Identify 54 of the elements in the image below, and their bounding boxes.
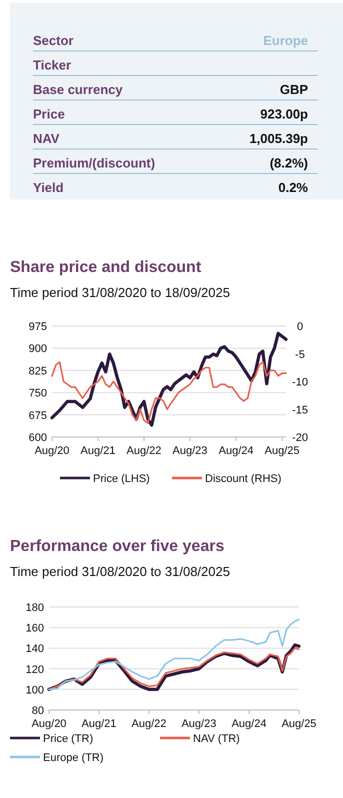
y-tick-label: 675	[28, 410, 47, 422]
x-tick-label: Aug/21	[80, 445, 116, 457]
category-label: NAV	[33, 131, 60, 146]
legend-label: Europe (TR)	[43, 752, 104, 764]
y-tick-label: 975	[28, 321, 47, 333]
y-tick-label: 600	[28, 432, 47, 444]
category-label: Base currency	[33, 82, 124, 97]
category-label: Price	[33, 106, 65, 122]
x-tick-label: Aug/20	[32, 718, 66, 730]
text: GBP	[280, 82, 308, 97]
y-tick-label: 140	[26, 643, 44, 656]
y2-tick-label: -10	[292, 376, 308, 388]
category-label: Yield	[33, 180, 64, 195]
text: 1,005.39p	[249, 131, 308, 146]
y-tick-label: 120	[26, 664, 44, 676]
category-label: Ticker	[33, 58, 72, 72]
legend-label: Price (TR)	[43, 733, 94, 745]
text: 923.00p	[260, 106, 308, 122]
chart-title: Performance over five years	[10, 538, 224, 555]
legend-label: Price (LHS)	[93, 473, 150, 485]
y-tick-label: 100	[26, 684, 44, 696]
x-tick-label: Aug/23	[181, 718, 216, 730]
y2-tick-label: -15	[292, 404, 308, 416]
x-tick-label: Aug/25	[264, 445, 300, 457]
x-tick-label: Aug/24	[232, 718, 266, 730]
y-tick-label: 80	[32, 705, 44, 717]
y2-tick-label: -20	[292, 432, 308, 444]
y2-tick-label: 0	[296, 321, 304, 333]
line-series	[51, 361, 287, 424]
legend-label: NAV (TR)	[193, 733, 240, 745]
text: (8.2%)	[270, 156, 308, 170]
y-tick-label: 160	[26, 622, 44, 635]
x-tick-label: Aug/22	[132, 718, 166, 730]
x-tick-label: Aug/23	[172, 445, 208, 457]
y-tick-label: 900	[28, 343, 47, 356]
line-series	[48, 618, 300, 690]
y2-tick-label: -5	[295, 348, 305, 361]
y-tick-label: 180	[26, 602, 44, 614]
text: Europe	[263, 33, 308, 48]
chart-subtitle: Time period 31/08/2020 to 18/09/2025	[10, 285, 230, 300]
x-tick-label: Aug/21	[82, 718, 116, 730]
text: 0.2%	[278, 180, 308, 195]
legend-label: Discount (RHS)	[205, 473, 282, 485]
y-tick-label: 750	[28, 388, 47, 400]
chart-subtitle: Time period 31/08/2020 to 31/08/2025	[10, 564, 230, 579]
x-tick-label: Aug/22	[126, 445, 162, 457]
x-tick-label: Aug/25	[282, 718, 316, 730]
category-label: Premium/(discount)	[33, 156, 156, 170]
category-label: Sector	[33, 33, 74, 48]
chart-title: Share price and discount	[10, 259, 202, 276]
x-tick-label: Aug/20	[34, 445, 70, 457]
line-series	[50, 332, 288, 427]
y-tick-label: 825	[28, 365, 47, 378]
x-tick-label: Aug/24	[218, 445, 254, 457]
